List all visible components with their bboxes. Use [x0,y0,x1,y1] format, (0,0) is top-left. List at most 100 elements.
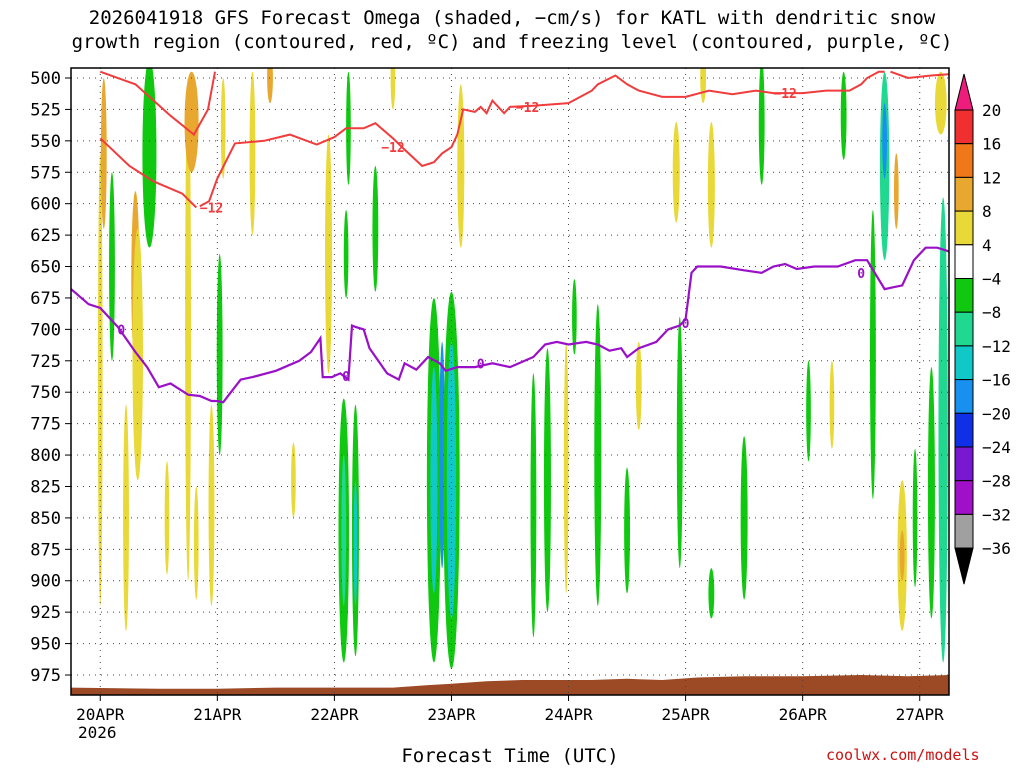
colorbar-label: 16 [982,135,1001,154]
colorbar-segment [954,210,974,246]
omega-cell [291,442,296,518]
freezing-level-label: 0 [342,370,350,385]
omega-cell [893,153,899,229]
y-tick-label: 650 [30,258,61,278]
omega-cell [325,134,333,374]
colorbar-segment [954,244,974,280]
dgz-contour-layer: −12 −12 −12 −12 [99,70,949,216]
freezing-level-layer: 0 0 0 0 0 [71,246,949,404]
omega-cell [343,209,349,298]
y-tick-label: 775 [30,415,61,435]
omega-cell [758,68,765,185]
omega-cell [840,71,847,160]
x-tick-label: 26APR [779,705,828,724]
omega-cell [142,68,157,248]
omega-cell [390,68,396,110]
colorbar-segment [954,446,974,482]
colorbar-bottom-triangle [954,547,974,585]
omega-cell [100,77,107,229]
plot-area: −12 −12 −12 −12 0 0 0 0 0 [70,67,950,696]
title-line-2: growth region (contoured, red, ºC) and f… [71,31,953,53]
colorbar-label: −12 [982,337,1011,356]
omega-cell [676,316,683,569]
colorbar-segment [954,345,974,381]
y-axis: 500 525 550 575 600 625 650 675 700 725 750 775 800 8… [30,69,71,686]
omega-cell [899,530,905,581]
y-tick-label: 675 [30,289,61,309]
y-tick-label: 925 [30,603,61,623]
dgz-contour-line [890,70,949,80]
omega-cell [882,103,887,179]
y-tick-label: 600 [30,195,61,215]
colorbar: 20 16 12 8 4 −4 −8 −12 −16 −20 −24 −28 −32 −36 [954,73,1011,585]
x-tick-label: 21APR [193,705,242,724]
omega-cell [707,121,715,248]
title-line-1: 2026041918 GFS Forecast Omega (shaded, −… [88,7,936,29]
omega-shading-layer [97,68,948,669]
dgz-contour-line [199,70,885,208]
y-tick-label: 500 [30,69,61,89]
chart-title: 2026041918 GFS Forecast Omega (shaded, −… [0,6,1024,54]
dgz-contour-line [99,70,216,137]
colorbar-label: 4 [982,236,992,255]
freezing-level-label: 0 [117,323,125,338]
source-credit: coolwx.com/models [826,746,980,764]
omega-cell [184,71,199,173]
omega-cell [193,486,199,600]
omega-cell [563,341,569,594]
colorbar-label: 12 [982,168,1001,187]
x-tick-label: 25APR [662,705,711,724]
dgz-contour-label: −12 [516,101,539,116]
y-tick-label: 950 [30,635,61,655]
plot-background [71,68,949,695]
colorbar-label: −32 [982,505,1011,524]
colorbar-segment [954,143,974,178]
omega-cell [829,360,835,449]
dgz-contour-label: −12 [200,201,223,216]
omega-cell [594,304,602,606]
dgz-contour-label: −12 [773,87,796,102]
y-tick-label: 700 [30,320,61,340]
omega-cell [430,367,438,594]
y-tick-label: 850 [30,509,61,529]
y-tick-label: 575 [30,163,61,183]
colorbar-label: −36 [982,539,1011,558]
omega-cell [267,68,273,104]
y-tick-label: 900 [30,572,61,592]
omega-cell [740,436,748,600]
grid-layer [71,68,949,695]
omega-cell [109,172,115,361]
omega-cell [164,461,170,575]
colorbar-top-triangle [954,73,974,111]
omega-cell [185,77,191,581]
colorbar-segment [954,412,974,448]
colorbar-segment [954,109,974,145]
colorbar-segment [954,513,974,549]
colorbar-label: −16 [982,371,1011,390]
omega-cell [912,448,918,588]
omega-cell [700,68,707,104]
omega-cell [123,404,129,632]
colorbar-label: −8 [982,303,1001,322]
omega-cell [635,341,642,430]
omega-cell [353,480,358,606]
colorbar-label: −20 [982,404,1011,423]
colorbar-segment [954,480,974,515]
omega-cell [934,71,947,135]
omega-cell [869,209,876,500]
freezing-level-label: 0 [857,267,865,282]
freezing-level-line [71,246,949,404]
x-tick-label: 27APR [896,705,945,724]
dgz-contour-label: −12 [381,141,404,156]
colorbar-label: 8 [982,202,992,221]
colorbar-segment [954,278,974,313]
y-tick-label: 825 [30,477,61,497]
omega-cell [341,455,347,606]
y-tick-label: 625 [30,226,61,246]
omega-cell [806,360,811,462]
y-tick-label: 725 [30,352,61,372]
y-tick-label: 800 [30,446,61,466]
ground-surface [71,675,949,695]
